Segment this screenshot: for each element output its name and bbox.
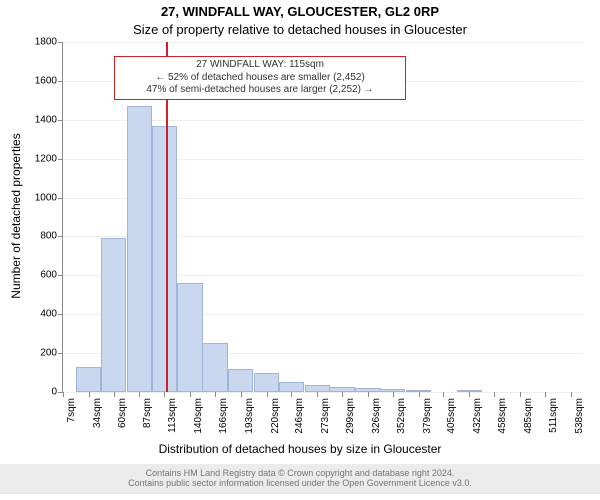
y-tick — [58, 314, 63, 315]
x-tick — [419, 392, 420, 397]
y-tick — [58, 198, 63, 199]
y-axis-label: Number of detached properties — [9, 41, 23, 391]
y-tick — [58, 120, 63, 121]
x-tick-label: 166sqm — [218, 398, 229, 434]
histogram-bar — [305, 385, 330, 392]
x-tick-label: 326sqm — [371, 398, 382, 434]
histogram-bar — [177, 283, 202, 392]
x-tick-label: 405sqm — [446, 398, 457, 434]
y-tick — [58, 81, 63, 82]
x-tick-label: 113sqm — [167, 398, 178, 433]
y-tick-label: 1800 — [35, 37, 57, 48]
x-tick-label: 34sqm — [92, 398, 103, 428]
annotation-line: 27 WINDFALL WAY: 115sqm — [121, 59, 399, 72]
x-tick-label: 7sqm — [66, 398, 77, 422]
y-tick — [58, 159, 63, 160]
histogram-bar — [152, 126, 177, 392]
x-tick — [89, 392, 90, 397]
y-tick — [58, 275, 63, 276]
y-tick-label: 1600 — [35, 75, 57, 86]
histogram-bar — [76, 367, 101, 392]
annotation-box: 27 WINDFALL WAY: 115sqm ← 52% of detache… — [114, 56, 406, 100]
histogram-chart: 27, WINDFALL WAY, GLOUCESTER, GL2 0RP Si… — [0, 0, 600, 500]
y-tick-label: 200 — [40, 348, 57, 359]
chart-title-address: 27, WINDFALL WAY, GLOUCESTER, GL2 0RP — [0, 4, 600, 19]
histogram-bar — [254, 373, 279, 392]
x-tick-label: 458sqm — [497, 398, 508, 434]
histogram-bar — [279, 382, 304, 392]
x-tick — [342, 392, 343, 397]
footer-line: Contains HM Land Registry data © Crown c… — [10, 468, 590, 478]
gridline — [63, 392, 583, 393]
x-axis-label: Distribution of detached houses by size … — [0, 442, 600, 456]
y-tick — [58, 236, 63, 237]
x-tick — [215, 392, 216, 397]
attribution-footer: Contains HM Land Registry data © Crown c… — [0, 464, 600, 494]
annotation-line: 47% of semi-detached houses are larger (… — [121, 84, 399, 97]
y-tick-label: 1400 — [35, 114, 57, 125]
x-tick — [291, 392, 292, 397]
x-tick — [393, 392, 394, 397]
x-tick-label: 485sqm — [523, 398, 534, 434]
x-tick — [443, 392, 444, 397]
chart-subtitle: Size of property relative to detached ho… — [0, 22, 600, 37]
x-tick-label: 60sqm — [117, 398, 128, 428]
x-tick — [114, 392, 115, 397]
x-tick — [139, 392, 140, 397]
x-tick-label: 87sqm — [142, 398, 153, 428]
histogram-bar — [228, 369, 253, 392]
x-tick — [520, 392, 521, 397]
x-tick-label: 246sqm — [294, 398, 305, 434]
x-tick — [494, 392, 495, 397]
y-tick-label: 1200 — [35, 153, 57, 164]
gridline — [63, 42, 583, 43]
y-tick — [58, 42, 63, 43]
y-tick — [58, 353, 63, 354]
y-tick-label: 800 — [40, 231, 57, 242]
x-tick-label: 273sqm — [320, 398, 331, 434]
x-tick — [571, 392, 572, 397]
x-tick — [368, 392, 369, 397]
x-tick — [63, 392, 64, 397]
footer-line: Contains public sector information licen… — [10, 478, 590, 488]
x-tick-label: 352sqm — [396, 398, 407, 434]
x-tick-label: 299sqm — [345, 398, 356, 434]
annotation-line: ← 52% of detached houses are smaller (2,… — [121, 72, 399, 85]
x-tick-label: 511sqm — [548, 398, 559, 433]
y-tick-label: 0 — [51, 387, 57, 398]
x-tick-label: 193sqm — [244, 398, 255, 434]
x-tick — [190, 392, 191, 397]
x-tick-label: 432sqm — [472, 398, 483, 434]
histogram-bar — [202, 343, 227, 392]
x-tick — [164, 392, 165, 397]
x-tick — [241, 392, 242, 397]
y-tick-label: 1000 — [35, 192, 57, 203]
x-tick-label: 140sqm — [193, 398, 204, 434]
histogram-bar — [127, 106, 152, 392]
x-tick — [267, 392, 268, 397]
x-tick — [317, 392, 318, 397]
x-tick-label: 538sqm — [574, 398, 585, 434]
x-tick-label: 379sqm — [422, 398, 433, 434]
y-tick-label: 600 — [40, 270, 57, 281]
x-tick — [469, 392, 470, 397]
histogram-bar — [101, 238, 126, 392]
x-tick-label: 220sqm — [270, 398, 281, 434]
x-tick — [545, 392, 546, 397]
y-tick-label: 400 — [40, 309, 57, 320]
